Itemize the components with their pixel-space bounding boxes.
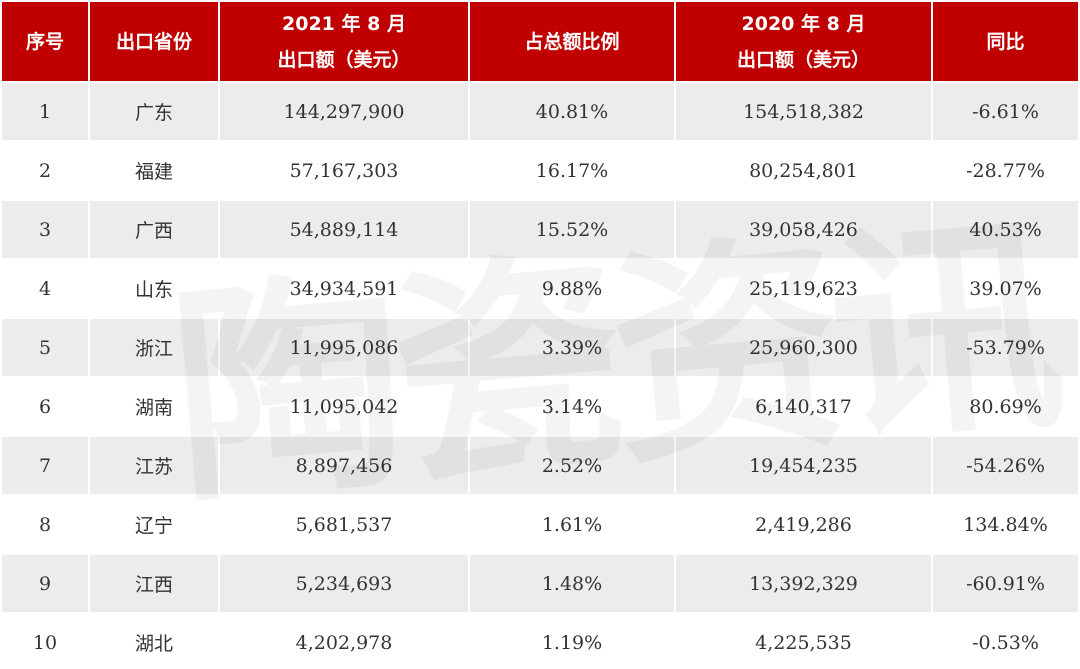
cell-province: 广西 [88, 199, 220, 260]
table-row: 8 辽宁 5,681,537 1.61% 2,419,286 134.84% [0, 494, 1080, 555]
table-row: 10 湖北 4,202,978 1.19% 4,225,535 -0.53% [0, 612, 1080, 669]
cell-share: 2.52% [468, 435, 676, 496]
cell-export-2020: 39,058,426 [674, 199, 933, 260]
cell-no: 8 [0, 494, 90, 555]
table-row: 3 广西 54,889,114 15.52% 39,058,426 40.53% [0, 199, 1080, 260]
cell-no: 3 [0, 199, 90, 260]
cell-no: 1 [0, 81, 90, 142]
cell-no: 6 [0, 376, 90, 437]
table-header-row: 序号 出口省份 2021 年 8 月 出口额（美元） 占总额比例 2020 年 … [0, 0, 1080, 83]
cell-export-2021: 11,095,042 [218, 376, 470, 437]
cell-province: 山东 [88, 258, 220, 319]
cell-share: 40.81% [468, 81, 676, 142]
cell-no: 7 [0, 435, 90, 496]
table-row: 4 山东 34,934,591 9.88% 25,119,623 39.07% [0, 258, 1080, 319]
cell-yoy: -0.53% [931, 612, 1080, 669]
cell-export-2020: 154,518,382 [674, 81, 933, 142]
cell-no: 2 [0, 140, 90, 201]
cell-export-2021: 34,934,591 [218, 258, 470, 319]
cell-export-2020: 19,454,235 [674, 435, 933, 496]
cell-share: 3.39% [468, 317, 676, 378]
cell-export-2020: 2,419,286 [674, 494, 933, 555]
header-share: 占总额比例 [468, 0, 676, 83]
cell-share: 16.17% [468, 140, 676, 201]
table-row: 5 浙江 11,995,086 3.39% 25,960,300 -53.79% [0, 317, 1080, 378]
table-row: 9 江西 5,234,693 1.48% 13,392,329 -60.91% [0, 553, 1080, 614]
cell-province: 辽宁 [88, 494, 220, 555]
cell-yoy: -54.26% [931, 435, 1080, 496]
cell-export-2020: 13,392,329 [674, 553, 933, 614]
cell-yoy: -6.61% [931, 81, 1080, 142]
cell-export-2021: 8,897,456 [218, 435, 470, 496]
cell-export-2021: 11,995,086 [218, 317, 470, 378]
header-export-2020: 2020 年 8 月 出口额（美元） [674, 0, 933, 83]
cell-province: 福建 [88, 140, 220, 201]
cell-yoy: 39.07% [931, 258, 1080, 319]
cell-export-2021: 5,234,693 [218, 553, 470, 614]
header-export-2020-line1: 2020 年 8 月 [741, 12, 866, 35]
table-row: 7 江苏 8,897,456 2.52% 19,454,235 -54.26% [0, 435, 1080, 496]
cell-yoy: 80.69% [931, 376, 1080, 437]
cell-province: 广东 [88, 81, 220, 142]
cell-share: 1.48% [468, 553, 676, 614]
header-export-2021-line2: 出口额（美元） [277, 48, 411, 71]
cell-export-2021: 5,681,537 [218, 494, 470, 555]
cell-share: 3.14% [468, 376, 676, 437]
cell-share: 9.88% [468, 258, 676, 319]
cell-export-2021: 144,297,900 [218, 81, 470, 142]
header-serial-no: 序号 [0, 0, 90, 83]
header-province: 出口省份 [88, 0, 220, 83]
cell-share: 1.19% [468, 612, 676, 669]
cell-export-2021: 4,202,978 [218, 612, 470, 669]
cell-export-2021: 57,167,303 [218, 140, 470, 201]
cell-province: 湖南 [88, 376, 220, 437]
cell-yoy: 134.84% [931, 494, 1080, 555]
cell-no: 4 [0, 258, 90, 319]
cell-yoy: -28.77% [931, 140, 1080, 201]
cell-yoy: 40.53% [931, 199, 1080, 260]
cell-no: 5 [0, 317, 90, 378]
cell-export-2021: 54,889,114 [218, 199, 470, 260]
cell-export-2020: 4,225,535 [674, 612, 933, 669]
cell-export-2020: 80,254,801 [674, 140, 933, 201]
table-row: 6 湖南 11,095,042 3.14% 6,140,317 80.69% [0, 376, 1080, 437]
cell-export-2020: 6,140,317 [674, 376, 933, 437]
cell-no: 10 [0, 612, 90, 669]
cell-province: 湖北 [88, 612, 220, 669]
cell-yoy: -53.79% [931, 317, 1080, 378]
cell-province: 江苏 [88, 435, 220, 496]
cell-no: 9 [0, 553, 90, 614]
header-export-2020-line2: 出口额（美元） [736, 48, 870, 71]
header-yoy: 同比 [931, 0, 1080, 83]
cell-share: 1.61% [468, 494, 676, 555]
cell-share: 15.52% [468, 199, 676, 260]
header-export-2021: 2021 年 8 月 出口额（美元） [218, 0, 470, 83]
table-row: 1 广东 144,297,900 40.81% 154,518,382 -6.6… [0, 81, 1080, 142]
cell-export-2020: 25,960,300 [674, 317, 933, 378]
header-export-2021-line1: 2021 年 8 月 [282, 12, 406, 35]
cell-export-2020: 25,119,623 [674, 258, 933, 319]
cell-province: 江西 [88, 553, 220, 614]
cell-province: 浙江 [88, 317, 220, 378]
cell-yoy: -60.91% [931, 553, 1080, 614]
table-row: 2 福建 57,167,303 16.17% 80,254,801 -28.77… [0, 140, 1080, 201]
